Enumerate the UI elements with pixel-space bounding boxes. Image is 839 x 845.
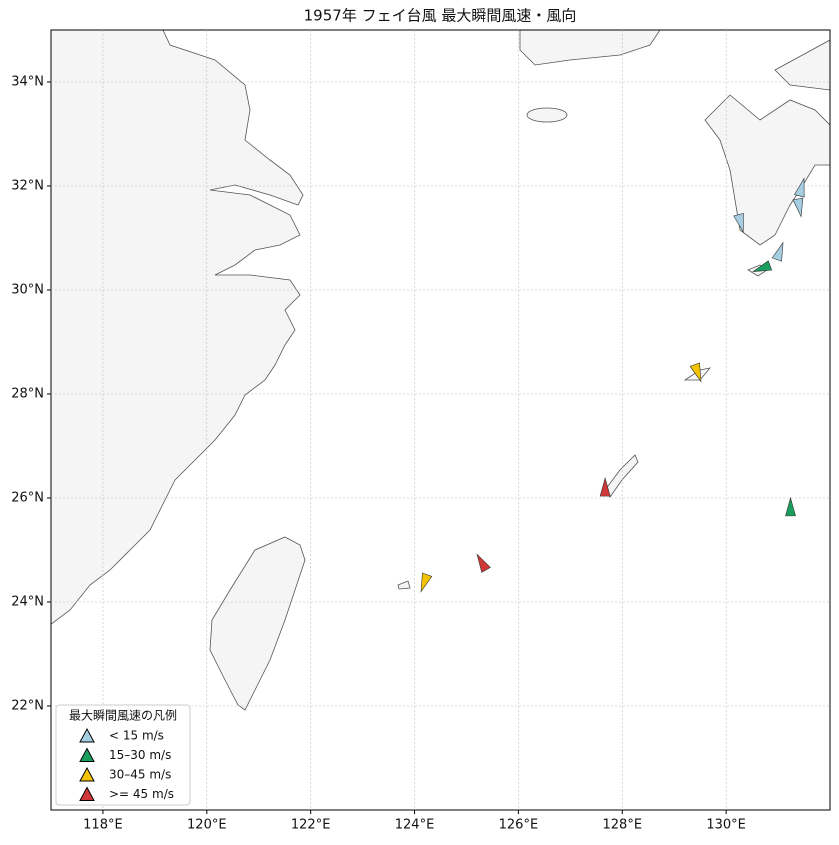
y-tick-label: 26°N xyxy=(11,491,44,506)
plot-frame xyxy=(50,29,831,811)
x-tick-label: 118°E xyxy=(83,818,123,833)
wind-marker xyxy=(599,476,611,497)
legend-marker xyxy=(79,766,95,782)
legend-marker xyxy=(79,747,95,762)
wind-marker xyxy=(785,496,796,517)
island-okinawa xyxy=(604,454,639,498)
chart-title: 1957年 フェイ台風 最大瞬間風速・風向 xyxy=(304,7,577,25)
x-tick-label: 128°E xyxy=(603,818,643,833)
coast-korea xyxy=(519,30,661,66)
legend-label: >= 45 m/s xyxy=(109,787,174,801)
x-tick-label: 122°E xyxy=(291,818,331,833)
wind-marker xyxy=(689,362,702,383)
x-tick-label: 126°E xyxy=(499,818,539,833)
y-tick-label: 34°N xyxy=(11,75,44,90)
y-tick-label: 24°N xyxy=(11,595,44,610)
wind-marker xyxy=(794,177,805,198)
legend-label: 15–30 m/s xyxy=(109,748,171,762)
legend-title: 最大瞬間風速の凡例 xyxy=(69,709,177,723)
island xyxy=(526,107,568,123)
land xyxy=(51,30,830,711)
y-tick-label: 30°N xyxy=(11,283,44,298)
x-tick-label: 130°E xyxy=(706,818,746,833)
x-tick-label: 124°E xyxy=(395,818,435,833)
y-tick-label: 32°N xyxy=(11,179,44,194)
legend-label: 30–45 m/s xyxy=(109,768,171,782)
coast-kyushu xyxy=(704,94,830,246)
wind-marker xyxy=(771,241,784,262)
coast-honshu xyxy=(774,39,830,91)
y-tick-label: 28°N xyxy=(11,387,44,402)
wind-marker xyxy=(476,553,491,573)
coast-china xyxy=(51,30,304,625)
x-tick-label: 120°E xyxy=(187,818,227,833)
legend-marker xyxy=(79,786,95,801)
wind-marker xyxy=(420,572,433,593)
legend-label: < 15 m/s xyxy=(109,729,164,743)
legend-marker xyxy=(79,727,95,743)
wind-marker xyxy=(752,260,773,272)
wind-marker xyxy=(792,197,804,218)
coast-taiwan xyxy=(209,536,306,711)
y-tick-label: 22°N xyxy=(11,699,44,714)
wind-marker xyxy=(733,212,744,234)
legend: 最大瞬間風速の凡例 < 15 m/s 15–30 m/s 30–45 m/s >= 4… xyxy=(55,704,191,806)
island-miyako xyxy=(397,580,411,590)
